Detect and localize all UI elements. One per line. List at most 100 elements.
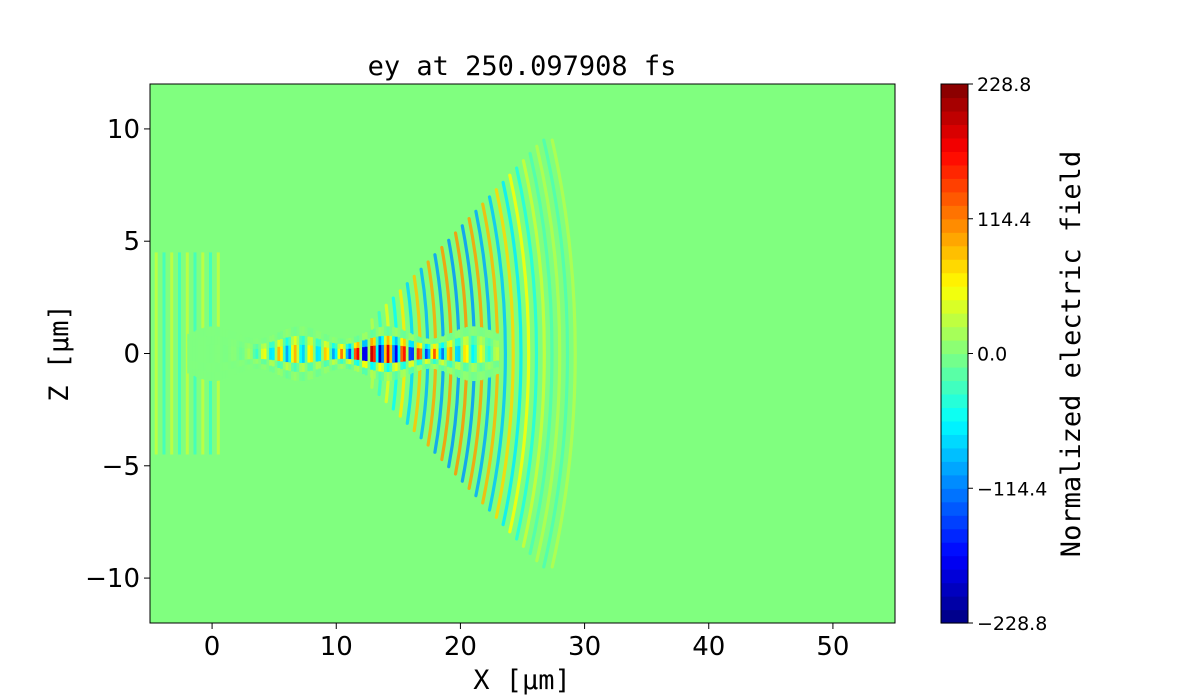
field-cell: [301, 326, 306, 336]
field-cell: [411, 359, 415, 367]
field-cell: [487, 345, 491, 354]
field-cell: [293, 353, 297, 363]
field-cell: [266, 336, 270, 343]
field-cell: [454, 345, 459, 354]
field-cell: [400, 329, 404, 338]
field-cell: [457, 361, 461, 370]
field-cell: [485, 345, 489, 354]
field-cell: [274, 340, 278, 348]
field-cell: [424, 338, 429, 344]
field-cell: [359, 366, 363, 373]
field-cell: [381, 371, 385, 381]
field-cell: [479, 353, 483, 363]
field-cell: [329, 336, 333, 343]
field-cell: [282, 369, 286, 378]
colorbar-band: [941, 245, 968, 260]
field-cell: [310, 345, 314, 354]
field-cell: [200, 336, 205, 346]
field-cell: [413, 353, 418, 360]
field-cell: [452, 360, 456, 369]
field-cell: [487, 337, 491, 347]
field-cell: [495, 353, 500, 361]
field-cell: [490, 353, 494, 362]
field-cell: [266, 347, 270, 354]
field-cell: [463, 327, 467, 337]
field-cell: [296, 353, 300, 363]
field-cell: [463, 370, 467, 380]
field-cell: [209, 335, 213, 345]
field-cell: [261, 358, 265, 365]
field-cell: [479, 362, 483, 372]
field-cell: [348, 363, 352, 370]
field-cell: [359, 353, 363, 361]
field-cell: [452, 338, 456, 347]
field-cell: [228, 369, 232, 378]
field-cell: [373, 370, 377, 379]
field-cell: [392, 371, 396, 381]
field-cell: [315, 330, 319, 339]
colorbar-band: [941, 393, 968, 408]
field-cell: [241, 335, 246, 343]
field-cell: [438, 337, 442, 344]
field-cell: [345, 353, 349, 359]
field-cell: [241, 341, 246, 349]
field-cell: [217, 353, 221, 363]
field-cell: [487, 353, 491, 362]
field-cell: [433, 358, 437, 364]
field-cell: [266, 359, 270, 366]
field-cell: [187, 333, 191, 341]
colorbar-tick-label: −228.8: [977, 613, 1047, 635]
field-cell: [192, 346, 196, 354]
field-cell: [381, 344, 385, 354]
field-cell: [389, 326, 393, 336]
field-cell: [285, 345, 289, 354]
field-cell: [255, 358, 259, 364]
field-cell: [381, 335, 385, 345]
field-cell: [239, 359, 243, 367]
field-cell: [329, 347, 333, 354]
field-cell: [389, 362, 393, 372]
field-cell: [378, 362, 382, 372]
field-cell: [296, 362, 300, 372]
field-cell: [274, 366, 278, 374]
field-cell: [364, 346, 368, 354]
field-cell: [495, 366, 500, 374]
field-cell: [307, 336, 311, 346]
field-cell: [198, 361, 202, 371]
field-cell: [351, 364, 355, 370]
field-cell: [329, 353, 333, 360]
field-cell: [427, 358, 431, 364]
field-cell: [307, 344, 311, 354]
colorbar-band: [941, 488, 968, 503]
field-cell: [340, 363, 344, 369]
colorbar-band: [941, 286, 968, 301]
field-cell: [485, 369, 489, 379]
field-cell: [209, 344, 213, 354]
field-cell: [301, 371, 306, 381]
field-cell: [430, 358, 434, 364]
field-cell: [250, 358, 254, 365]
field-cell: [400, 353, 404, 362]
field-cell: [474, 335, 478, 345]
field-cell: [465, 353, 470, 363]
field-cell: [471, 362, 475, 372]
field-cell: [495, 360, 500, 368]
colorbar-band: [941, 272, 968, 287]
field-cell: [206, 344, 210, 354]
field-cell: [424, 358, 429, 364]
field-cell: [198, 337, 202, 346]
field-cell: [476, 344, 480, 354]
field-cell: [375, 362, 379, 372]
field-cell: [332, 364, 336, 371]
field-cell: [381, 362, 385, 372]
field-cell: [449, 339, 453, 348]
field-cell: [332, 342, 336, 349]
field-cell: [244, 359, 248, 365]
field-cell: [274, 333, 278, 341]
field-cell: [220, 370, 224, 381]
field-cell: [356, 335, 360, 342]
field-cell: [449, 367, 453, 375]
field-cell: [312, 337, 317, 346]
field-cell: [364, 360, 368, 369]
field-cell: [422, 348, 426, 354]
